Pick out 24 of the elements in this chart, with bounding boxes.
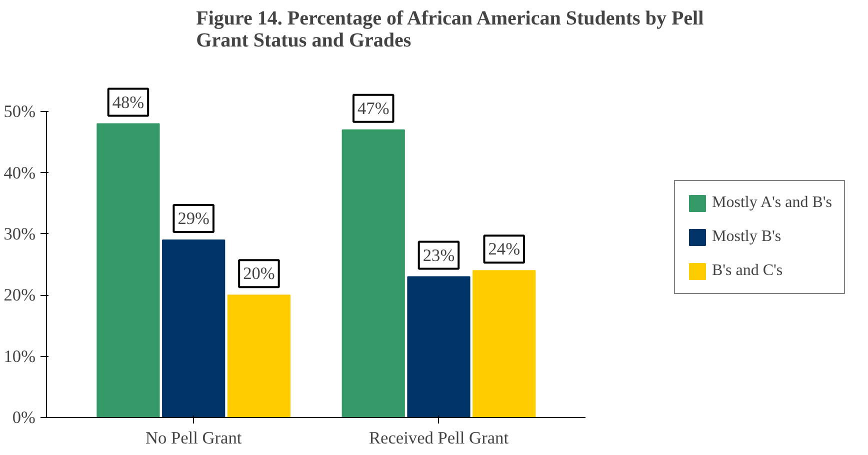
bar <box>407 276 470 418</box>
data-label: 48% <box>112 92 144 112</box>
bar <box>227 294 291 418</box>
legend-label: Mostly A's and B's <box>712 194 832 212</box>
legend-label: B's and C's <box>712 262 783 280</box>
chart-title: Figure 14. Percentage of African American Students by Pell Grant Status and Grades <box>196 8 704 52</box>
bar <box>472 270 536 418</box>
y-tick-label: 40% <box>4 163 36 182</box>
y-tick-label: 10% <box>4 346 36 366</box>
bar <box>342 129 405 418</box>
y-tick-label: 30% <box>4 224 36 244</box>
data-label: 24% <box>488 240 520 259</box>
bar <box>162 240 226 418</box>
y-tick-label: 50% <box>4 102 36 122</box>
data-label: 47% <box>357 98 390 118</box>
bar <box>96 123 160 418</box>
x-tick-label: Received Pell Grant <box>368 428 509 448</box>
data-label: 20% <box>243 264 275 284</box>
legend-label: Mostly B's <box>712 228 782 246</box>
y-tick-label: 20% <box>4 286 36 305</box>
x-tick-label: No Pell Grant <box>145 428 242 448</box>
data-label: 29% <box>178 209 210 228</box>
y-tick-label: 0% <box>12 408 36 427</box>
data-label: 23% <box>422 246 455 265</box>
